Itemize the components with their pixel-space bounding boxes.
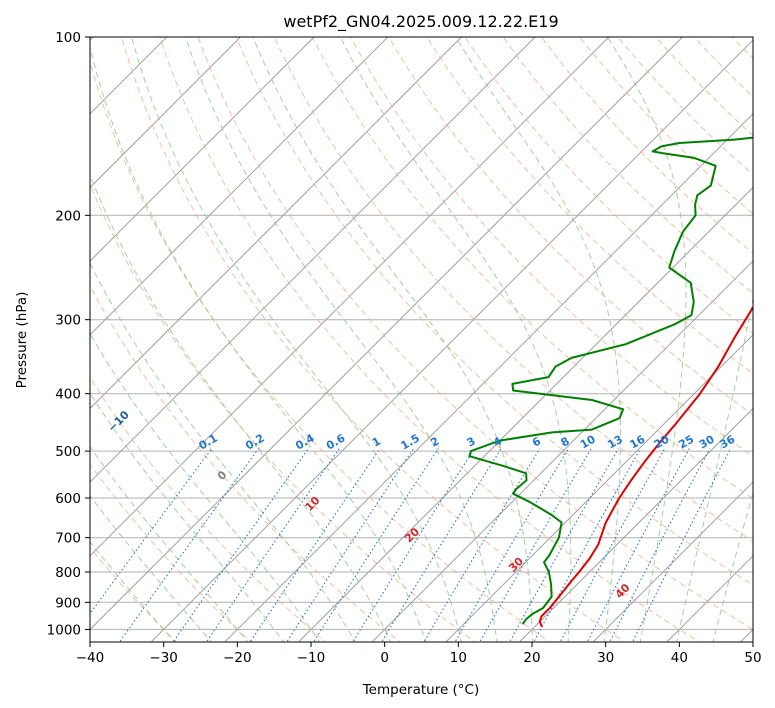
moist-adiabat-line — [252, 37, 533, 642]
x-tick-label: 50 — [744, 650, 761, 666]
moist-adiabat-line — [90, 261, 356, 642]
y-tick-label: 600 — [55, 491, 81, 507]
isotherm-line — [297, 186, 753, 642]
dry-adiabat-line — [502, 37, 753, 294]
moist-adiabat-line — [90, 445, 249, 642]
y-tick-label: 1000 — [47, 622, 81, 638]
x-tick-label: 30 — [597, 650, 614, 666]
mixing-ratio-line — [609, 448, 711, 642]
dry-adiabat-line — [90, 183, 476, 642]
isotherm-line — [90, 37, 610, 557]
mixing-ratio-line — [312, 448, 439, 642]
dry-adiabat-line — [121, 37, 626, 642]
dry-adiabat-line — [90, 60, 551, 642]
dry-adiabat-line — [90, 463, 252, 642]
temperature-profile-line — [538, 305, 753, 628]
x-tick-label: 20 — [523, 650, 540, 666]
dry-adiabat-line — [197, 37, 753, 630]
plot-frame — [89, 36, 754, 643]
y-tick-label: 300 — [55, 313, 81, 329]
moist-adiabat-line — [339, 37, 572, 642]
x-tick-label: −20 — [223, 650, 252, 666]
mixing-ratio-line — [172, 448, 310, 642]
moist-adiabat-line — [455, 37, 621, 642]
isotherm-line — [445, 334, 753, 642]
moist-adiabat-line — [712, 491, 753, 642]
mixing-ratio-line — [533, 448, 641, 642]
moist-adiabat-line — [90, 540, 176, 642]
y-tick-label: 200 — [55, 208, 81, 224]
chart-title: wetPf2_GN04.2025.009.12.22.E19 — [283, 12, 558, 32]
moist-adiabat-line — [676, 295, 753, 642]
moist-adiabat-line — [90, 332, 321, 642]
moist-adiabat-line — [90, 45, 427, 642]
isotherm-line — [518, 407, 753, 642]
moist-adiabat-line — [184, 37, 498, 642]
mixing-ratio-line — [118, 448, 260, 642]
mixing-ratio-line — [205, 448, 340, 642]
moist-adiabat-line — [90, 392, 285, 642]
isotherm-line — [90, 37, 315, 262]
dry-adiabat-line — [90, 284, 402, 642]
moist-adiabat-line — [90, 494, 212, 642]
dewpoint-profile-line — [468, 136, 753, 625]
mixing-ratio-line — [286, 448, 415, 642]
x-tick-label: −40 — [76, 650, 105, 666]
moist-adiabat-line — [90, 173, 392, 642]
mixing-ratio-line — [423, 448, 541, 642]
moist-adiabat-line — [607, 37, 687, 642]
y-tick-label: 400 — [55, 387, 81, 403]
mixing-ratio-line — [380, 448, 502, 642]
isotherm-line — [90, 37, 684, 631]
y-axis-title: Pressure (hPa) — [14, 292, 30, 389]
x-tick-label: −30 — [149, 650, 178, 666]
mixing-ratio-line — [352, 448, 475, 642]
isotherm-line — [371, 260, 753, 642]
x-tick-label: 0 — [380, 650, 389, 666]
isotherm-line — [90, 37, 242, 189]
mixing-ratio-line — [249, 448, 381, 642]
dry-adiabat-line — [90, 376, 327, 642]
isotherm-line — [90, 37, 463, 410]
axes: −40 −30 −20 −10 0 10 20 30 40 50 100 200 300 400 500 60… — [47, 30, 762, 666]
mixing-ratio-line — [631, 448, 732, 642]
mixing-ratio-line — [508, 448, 619, 642]
y-tick-label: 900 — [55, 595, 81, 611]
isotherm-line — [90, 37, 389, 336]
x-tick-label: 40 — [671, 650, 688, 666]
plot-area — [90, 37, 753, 642]
x-tick-label: 10 — [450, 650, 467, 666]
y-tick-label: 700 — [55, 531, 81, 547]
moist-adiabat-line — [131, 37, 462, 642]
y-tick-label: 100 — [55, 30, 81, 46]
y-tick-label: 800 — [55, 565, 81, 581]
isotherm-line — [224, 113, 753, 642]
x-tick-label: −10 — [297, 650, 326, 666]
isotherm-line — [90, 37, 536, 483]
isotherm-line — [592, 481, 753, 642]
x-axis-title: Temperature (°C) — [362, 682, 480, 698]
y-tick-label: 500 — [55, 444, 81, 460]
